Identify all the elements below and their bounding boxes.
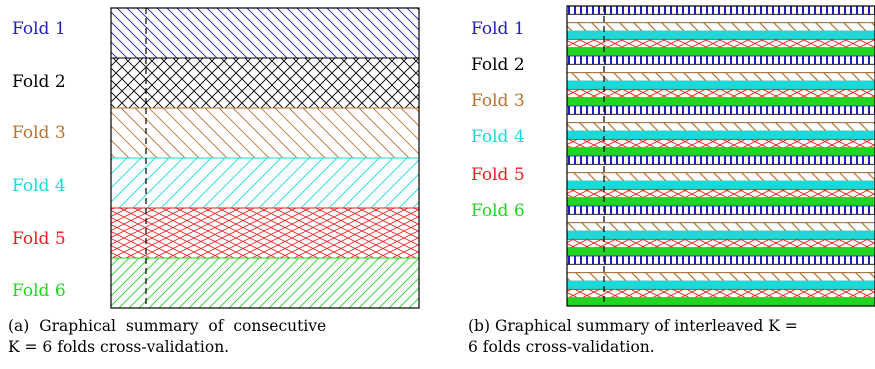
diagram-border <box>566 5 875 307</box>
interleaved-band-fold-4 <box>566 130 875 140</box>
interleaved-band-fold-5 <box>566 288 875 299</box>
fold-label-3: Fold 3 <box>12 123 66 143</box>
interleaved-band-fold-1 <box>566 205 875 215</box>
interleaved-band-fold-2 <box>566 163 875 174</box>
interleaved-band-fold-3 <box>566 72 875 82</box>
caption-a-line-1: (a) Graphical summary of consecutive <box>8 317 327 335</box>
caption-a: (a) Graphical summary of consecutive K =… <box>8 316 428 358</box>
interleaved-band-fold-6 <box>566 297 875 307</box>
interleaved-band-fold-4 <box>566 180 875 190</box>
interleaved-band-fold-1 <box>566 255 875 265</box>
fold-band-5 <box>110 207 420 259</box>
fold-band-2 <box>110 57 420 109</box>
panel-consecutive-folds: Fold 1 Fold 2 Fold 3 Fold 4 Fold 5 Fold … <box>8 7 428 358</box>
interleaved-band-fold-2 <box>566 13 875 24</box>
consecutive-folds-diagram <box>110 7 420 309</box>
interleaved-folds-diagram <box>566 5 875 307</box>
interleaved-band-fold-6 <box>566 247 875 257</box>
interleaved-band-fold-2 <box>566 263 875 274</box>
fold-label-4: Fold 4 <box>12 176 66 196</box>
interleaved-band-fold-3 <box>566 22 875 32</box>
panel-interleaved-folds: Fold 1 Fold 2 Fold 3 Fold 4 Fold 5 Fold … <box>440 0 875 369</box>
caption-b-line-1: (b) Graphical summary of interleaved K = <box>468 317 798 335</box>
interleaved-band-fold-5 <box>566 188 875 199</box>
interleaved-band-fold-6 <box>566 197 875 207</box>
fold-band-4 <box>110 157 420 209</box>
interleaved-band-fold-3 <box>566 222 875 232</box>
interleaved-band-fold-4 <box>566 30 875 40</box>
interleaved-band-fold-6 <box>566 147 875 157</box>
interleaved-band-fold-2 <box>566 213 875 224</box>
fold-label-2: Fold 2 <box>12 72 66 92</box>
fold-band-3 <box>110 107 420 159</box>
interleaved-band-fold-6 <box>566 47 875 57</box>
fold-label-6: Fold 6 <box>12 281 66 301</box>
interleaved-band-fold-4 <box>566 230 875 240</box>
interleaved-band-fold-5 <box>566 138 875 149</box>
fold-label-1: Fold 1 <box>471 19 525 39</box>
interleaved-band-fold-3 <box>566 172 875 182</box>
interleaved-band-fold-2 <box>566 113 875 124</box>
fold-band-1 <box>110 7 420 59</box>
interleaved-band-fold-3 <box>566 272 875 282</box>
interleaved-band-fold-2 <box>566 63 875 74</box>
caption-b: (b) Graphical summary of interleaved K =… <box>468 316 875 358</box>
interleaved-band-fold-1 <box>566 155 875 165</box>
interleaved-band-fold-4 <box>566 280 875 290</box>
fold-label-5: Fold 5 <box>12 229 66 249</box>
interleaved-band-fold-1 <box>566 105 875 115</box>
fold-label-4: Fold 4 <box>471 127 525 147</box>
interleaved-band-fold-4 <box>566 80 875 90</box>
interleaved-band-fold-1 <box>566 5 875 15</box>
caption-a-line-2: K = 6 folds cross-validation. <box>8 338 230 356</box>
diagram-border <box>110 7 420 309</box>
interleaved-band-fold-5 <box>566 38 875 49</box>
fold-label-1: Fold 1 <box>12 19 66 39</box>
interleaved-band-fold-6 <box>566 97 875 107</box>
fold-label-2: Fold 2 <box>471 55 525 75</box>
fold-band-6 <box>110 257 420 309</box>
fold-label-6: Fold 6 <box>471 201 525 221</box>
interleaved-band-fold-5 <box>566 238 875 249</box>
interleaved-band-fold-3 <box>566 122 875 132</box>
interleaved-bands <box>566 5 875 307</box>
interleaved-band-fold-5 <box>566 88 875 99</box>
fold-label-3: Fold 3 <box>471 91 525 111</box>
interleaved-band-fold-1 <box>566 55 875 65</box>
caption-b-line-2: 6 folds cross-validation. <box>468 338 655 356</box>
fold-label-5: Fold 5 <box>471 165 525 185</box>
